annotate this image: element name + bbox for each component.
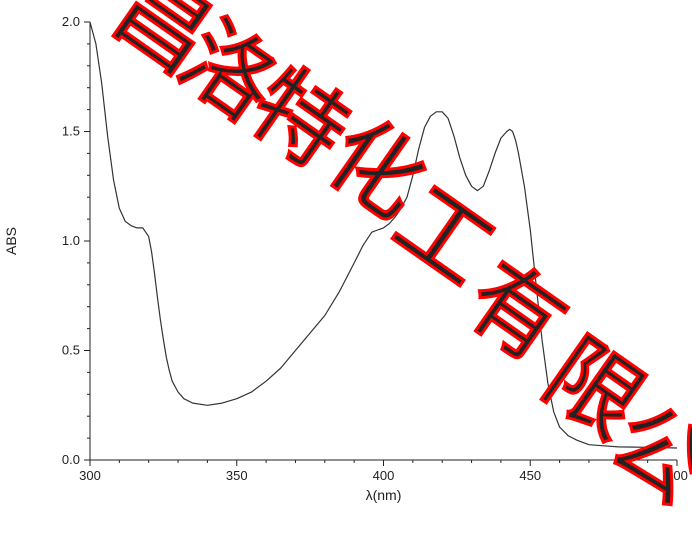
x-tick-label: 400 [373,468,395,483]
absorbance-series-line [89,21,678,449]
axis-labels: λ(nm) ABS [3,227,401,503]
y-tick-label: 1.0 [62,233,80,248]
y-tick-label: 0.0 [62,452,80,467]
x-tick-label: 500 [666,468,688,483]
plot-area [89,21,678,449]
y-tick-label: 2.0 [62,14,80,29]
axes: 300 350 400 450 500 0.0 0.5 1.0 1.5 2.0 [62,14,688,483]
y-axis-label: ABS [3,227,19,255]
x-tick-label: 300 [79,468,101,483]
x-axis-label: λ(nm) [366,487,402,503]
x-tick-label: 350 [226,468,248,483]
y-tick-label: 0.5 [62,343,80,358]
x-tick-label: 450 [519,468,541,483]
y-tick-label: 1.5 [62,124,80,139]
